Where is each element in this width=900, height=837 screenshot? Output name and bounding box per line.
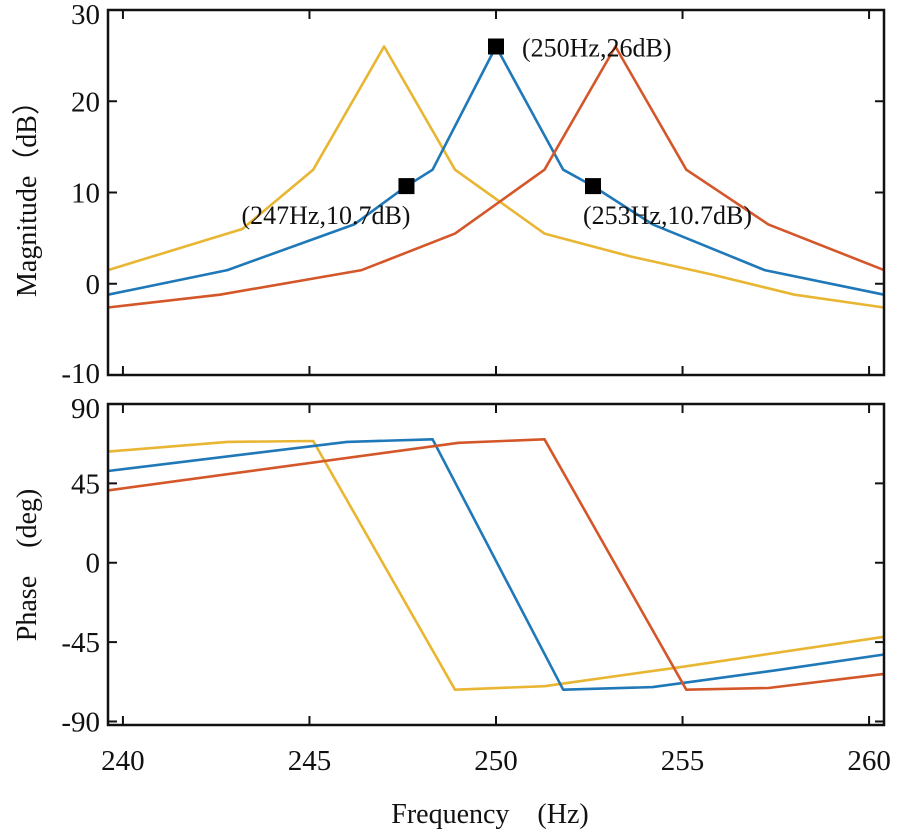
annotation-marker bbox=[398, 178, 415, 195]
magnitude-y-tick-label: 0 bbox=[86, 269, 101, 301]
phase-y-tick-label: 90 bbox=[71, 393, 100, 425]
magnitude-marker-group: (250Hz,26dB) (247Hz,10.7dB) (253Hz,10.7dB) bbox=[241, 34, 752, 231]
magnitude-y-tick-label: 30 bbox=[71, 0, 100, 31]
x-tick-label: 245 bbox=[288, 745, 332, 777]
phase-y-tick-label: 0 bbox=[86, 548, 101, 580]
phase-x-ticks: 240 245 250 255 260 bbox=[101, 10, 891, 777]
magnitude-series-group bbox=[107, 45, 885, 309]
phase-y-tick-label: -90 bbox=[61, 706, 100, 738]
phase-y-tick-label: 45 bbox=[71, 468, 100, 500]
magnitude-series-line-2 bbox=[107, 45, 885, 296]
annotation-label: (253Hz,10.7dB) bbox=[583, 201, 752, 230]
phase-series-line-3 bbox=[107, 437, 885, 692]
magnitude-y-tick-label: -10 bbox=[61, 358, 100, 390]
phase-y-axis-label: Phase (deg) bbox=[12, 489, 43, 641]
phase-series-line-2 bbox=[107, 437, 885, 692]
x-tick-label: 260 bbox=[847, 745, 891, 777]
phase-y-tick-label: -45 bbox=[61, 627, 100, 659]
phase-axes-frame bbox=[106, 402, 886, 727]
magnitude-y-tick-label: 10 bbox=[71, 178, 100, 210]
x-tick-label: 255 bbox=[661, 745, 705, 777]
magnitude-y-axis-label: Magnitude（dB） bbox=[11, 87, 43, 297]
magnitude-panel: (250Hz,26dB) (247Hz,10.7dB) (253Hz,10.7dB)… bbox=[11, 0, 886, 390]
phase-y-ticks: 90 45 0 -45 -90 bbox=[61, 393, 884, 738]
annotation-marker bbox=[488, 38, 504, 55]
annotation-marker bbox=[585, 178, 601, 195]
phase-series-line-1 bbox=[107, 439, 885, 692]
magnitude-series-line-1 bbox=[107, 45, 885, 309]
x-axis-label: Frequency (Hz) bbox=[391, 799, 588, 830]
phase-series-group bbox=[107, 437, 885, 692]
magnitude-y-tick-label: 20 bbox=[71, 86, 100, 118]
magnitude-y-ticks: 30 20 10 0 -10 bbox=[61, 0, 884, 390]
x-tick-label: 250 bbox=[474, 745, 518, 777]
x-tick-label: 240 bbox=[101, 745, 145, 777]
magnitude-series-line-3 bbox=[107, 45, 885, 309]
magnitude-axes-frame bbox=[106, 8, 886, 377]
annotation-label: (250Hz,26dB) bbox=[522, 34, 671, 63]
annotation-label: (247Hz,10.7dB) bbox=[241, 201, 410, 230]
